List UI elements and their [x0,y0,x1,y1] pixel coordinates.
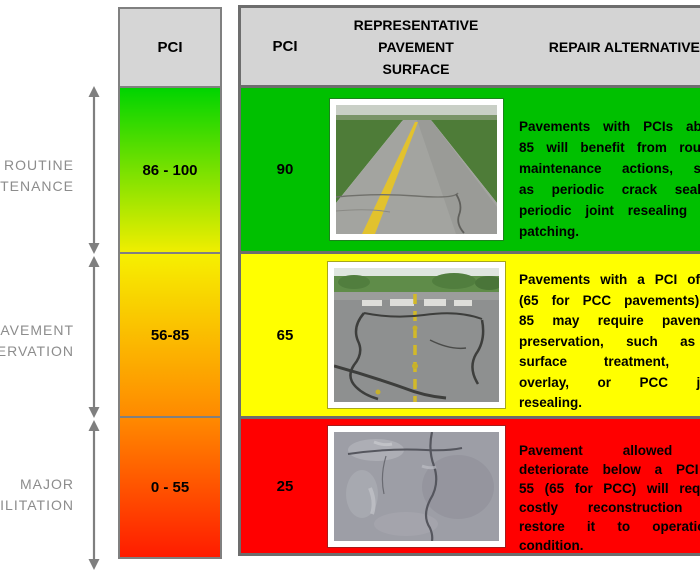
pci-scale-cell-mid: 56-85 [120,254,220,418]
repair-line: costly reconstruction to [519,500,700,515]
pavement-photo-fair-image [333,268,499,402]
repair-line: restore it to operational [519,519,700,534]
pavement-photo-poor-image [333,431,499,541]
table-row-poor: 25 [241,419,700,553]
photo-cell [329,88,503,251]
repair-line: Pavements with PCIs above [519,119,700,134]
pavement-photo-good-image [335,105,497,234]
header-repair-alternatives: REPAIR ALTERNATIVES [548,38,700,55]
repair-line: Pavement allowed to [519,443,700,458]
section-label-line: PRESERVATION [0,343,74,359]
range-arrow-top-icon [88,86,100,254]
pavement-photo-fair [327,262,505,408]
pci-range-label: 86 - 100 [142,161,198,179]
repair-text: Pavement allowed to deteriorate below a … [519,419,700,575]
photo-cell [327,419,505,553]
pci-range-label: 0 - 55 [150,479,190,496]
section-label-line: ROUTINE [4,157,74,173]
photo-cell [327,254,505,416]
pci-scale-cell-low: 0 - 55 [120,418,220,557]
header-representative-pavement-surface: REPRESENTATIVE PAVEMENT SURFACE [329,8,503,85]
pavement-photo-poor [327,425,505,547]
repair-line: Pavements with a PCI of 56 [519,272,700,287]
repair-line: deteriorate below a PCI of [519,462,700,477]
section-label-pavement-preservation: PAVEMENT PRESERVATION [0,320,74,362]
repair-line: 55 (65 for PCC) will require [519,481,700,496]
repair-line: periodic joint resealing and [519,203,700,218]
repair-text: Pavements with a PCI of 56 (65 for PCC p… [519,254,700,432]
repair-line: overlay, or PCC joint [519,374,700,390]
header-surface-line: SURFACE [382,60,450,77]
section-label-line: MAINTENANCE [0,178,74,194]
repair-text: Pavements with PCIs above 85 will benefi… [519,88,700,279]
table-row-good: 90 [241,88,700,254]
pci-value: 25 [276,477,294,495]
repair-line: condition. [519,538,584,553]
range-arrow-bottom-icon [88,420,100,570]
header-surface-line: REPRESENTATIVE [353,16,479,33]
repair-line: 85 may require pavement [519,313,700,328]
header-surface-line: PAVEMENT [378,38,454,55]
repair-line: patching. [519,224,579,239]
pavement-photo-good [329,99,503,240]
repair-line: 85 will benefit from routine [519,140,700,155]
pci-repair-table: PCI REPRESENTATIVE PAVEMENT SURFACE REPA… [238,5,700,556]
pci-color-scale: PCI 86 - 100 56-85 0 - 55 [118,7,222,559]
pci-range-label: 56-85 [150,326,190,344]
section-label-line: REHABILITATION [0,497,74,513]
pci-scale-header: PCI [120,9,220,88]
section-label-routine-maintenance: ROUTINE MAINTENANCE [0,155,74,197]
repair-line: maintenance actions, such [519,161,700,176]
table-header: PCI REPRESENTATIVE PAVEMENT SURFACE REPA… [241,8,700,88]
repair-line: as periodic crack sealing, [519,182,700,197]
range-arrow-middle-icon [88,256,100,418]
pci-value: 90 [276,161,294,178]
table-row-fair: 65 [241,254,700,419]
section-label-major-rehabilitation: MAJOR REHABILITATION [0,474,74,516]
repair-line: (65 for PCC pavements) to [519,292,700,308]
pci-value: 65 [276,326,294,344]
section-label-line: PAVEMENT [0,322,74,338]
repair-line: surface treatment, AC [519,354,700,369]
section-label-line: MAJOR [20,476,74,492]
repair-line: preservation, such as a [519,333,700,349]
repair-line: resealing. [519,395,583,410]
pci-scale-cell-high: 86 - 100 [120,88,220,254]
header-pci: PCI [272,38,298,55]
